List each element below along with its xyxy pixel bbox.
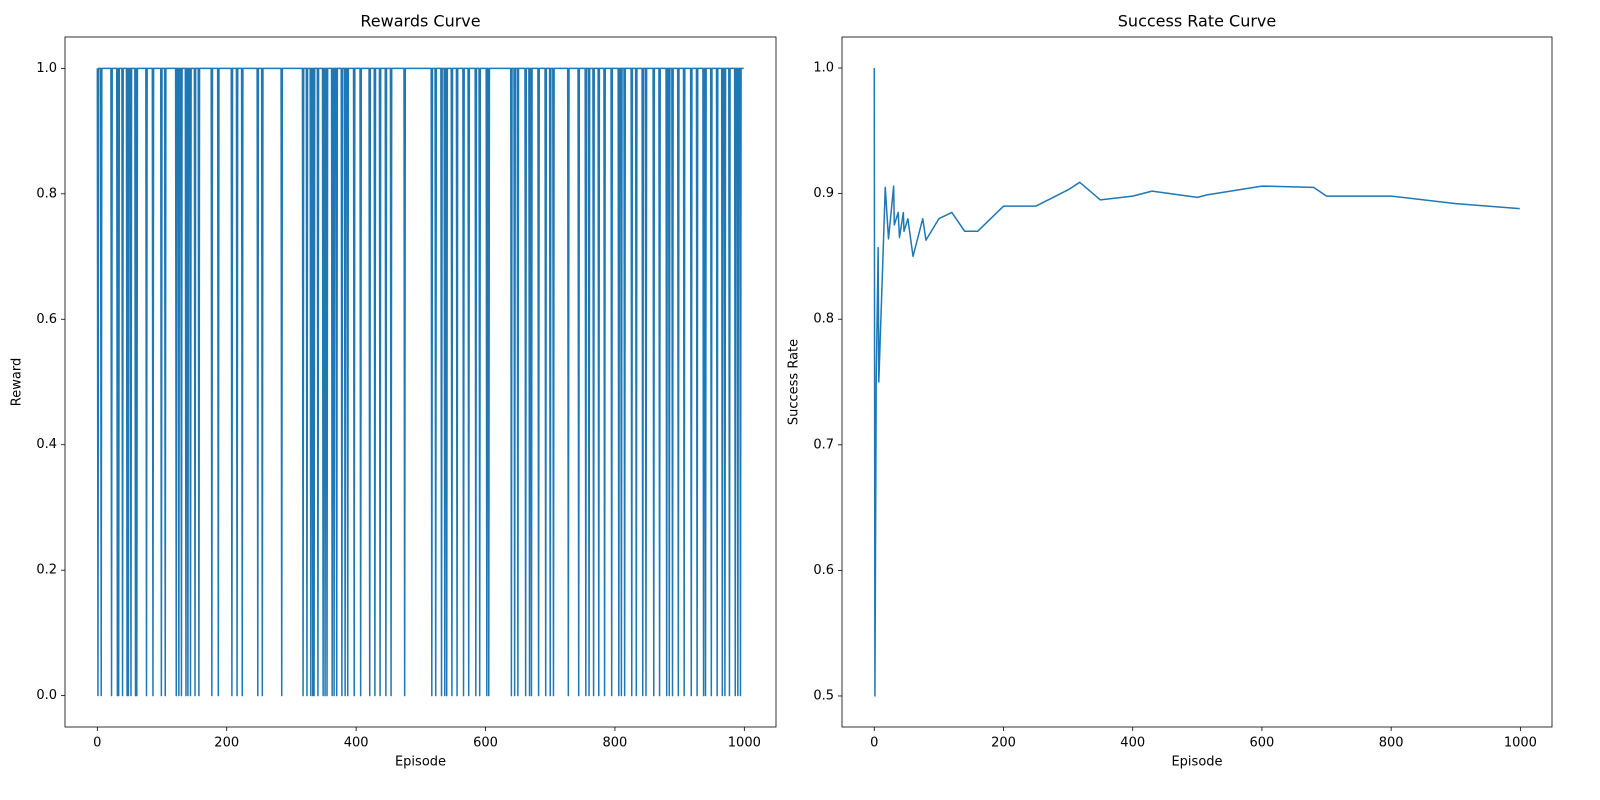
x-tick-label: 400 [1120, 736, 1145, 751]
y-tick-label: 0.8 [36, 186, 57, 201]
x-tick-label: 400 [344, 736, 369, 751]
chart-title: Rewards Curve [360, 12, 480, 31]
y-tick-label: 0.2 [36, 563, 57, 578]
x-tick-label: 1000 [728, 736, 761, 751]
y-tick-label: 0.9 [813, 186, 834, 201]
axes-frame [64, 36, 777, 728]
y-tick-label: 0.5 [813, 688, 834, 703]
x-axis-label: Episode [395, 755, 446, 770]
y-tick-label: 0.6 [813, 563, 834, 578]
chart-title: Success Rate Curve [1118, 12, 1276, 31]
x-tick-label: 200 [991, 736, 1016, 751]
axes-frame [841, 36, 1553, 728]
y-tick-label: 0.0 [36, 688, 57, 703]
y-tick-label: 0.6 [36, 312, 57, 327]
x-tick-label: 600 [473, 736, 498, 751]
x-tick-label: 800 [603, 736, 628, 751]
x-tick-label: 0 [93, 736, 101, 751]
x-tick-label: 1000 [1504, 736, 1537, 751]
data-line [873, 68, 1520, 697]
y-axis-label: Reward [10, 358, 25, 406]
data-line [96, 67, 744, 697]
y-tick-label: 0.8 [813, 312, 834, 327]
y-tick-label: 1.0 [813, 61, 834, 76]
x-tick-label: 200 [214, 736, 239, 751]
x-tick-label: 800 [1379, 736, 1404, 751]
x-axis-label: Episode [1171, 755, 1222, 770]
y-tick-label: 0.4 [36, 437, 57, 452]
y-tick-label: 0.7 [813, 437, 834, 452]
x-tick-label: 600 [1250, 736, 1275, 751]
x-tick-label: 0 [870, 736, 878, 751]
y-tick-label: 1.0 [36, 61, 57, 76]
y-axis-label: Success Rate [787, 339, 802, 425]
